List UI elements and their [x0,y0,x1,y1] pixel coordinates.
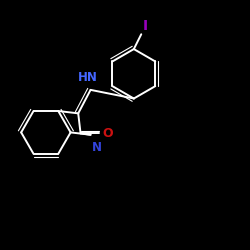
Text: HN: HN [78,71,98,84]
Text: N: N [92,141,102,154]
Text: O: O [102,127,113,140]
Text: I: I [143,19,148,33]
